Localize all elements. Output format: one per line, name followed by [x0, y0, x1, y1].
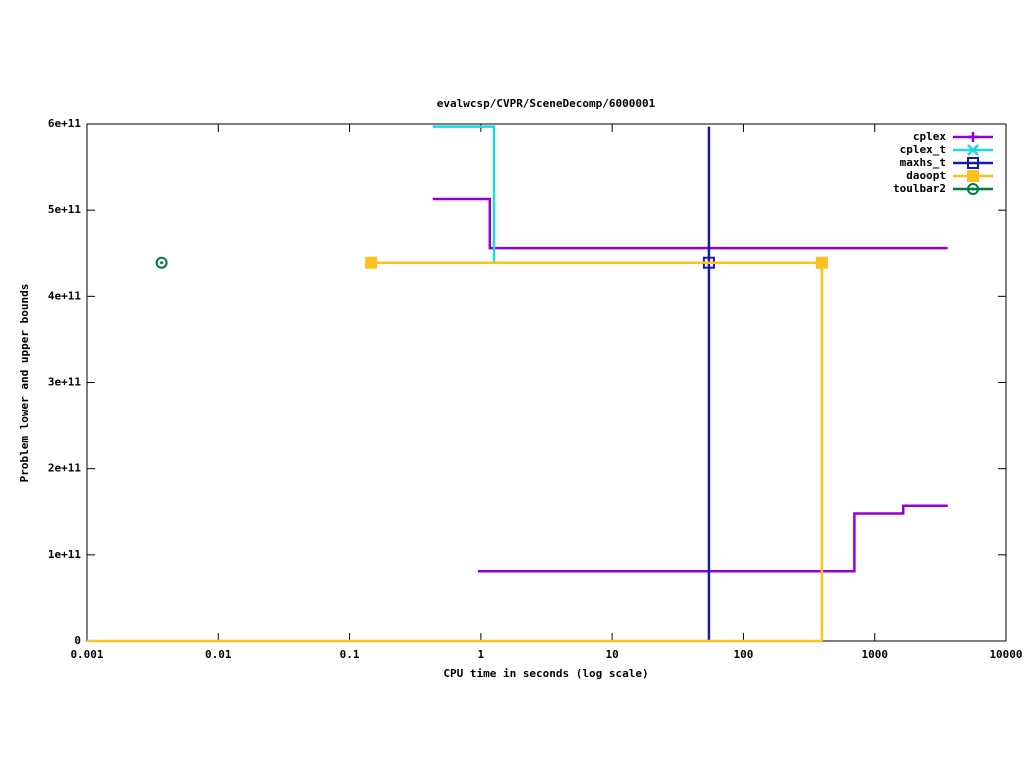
- x-tick-label: 10: [606, 648, 619, 661]
- marker-part: [967, 170, 979, 182]
- marker-part: [967, 157, 979, 169]
- marker-part: [815, 256, 828, 269]
- marker: [968, 132, 978, 142]
- legend-label: maxhs_t: [900, 156, 946, 169]
- marker-part: [365, 256, 378, 269]
- x-tick-label: 0.01: [205, 648, 232, 661]
- series-line: [432, 197, 948, 573]
- marker: [967, 183, 979, 195]
- marker-part: [967, 183, 979, 195]
- x-tick-label: 1: [478, 648, 485, 661]
- x-tick-label: 10000: [989, 648, 1022, 661]
- legend-label: toulbar2: [893, 182, 946, 195]
- y-tick-label: 6e+11: [48, 117, 81, 130]
- x-tick-label: 1000: [861, 648, 888, 661]
- y-tick-label: 2e+11: [48, 462, 81, 475]
- chart-title: evalwcsp/CVPR/SceneDecomp/6000001: [437, 97, 656, 110]
- marker-part: [155, 256, 168, 269]
- marker: [815, 256, 828, 269]
- series-line: [432, 125, 496, 263]
- marker-part: [967, 144, 979, 156]
- marker-part: [968, 132, 978, 142]
- marker: [967, 157, 979, 169]
- x-tick-label: 100: [733, 648, 753, 661]
- y-tick-label: 1e+11: [48, 548, 81, 561]
- y-tick-label: 5e+11: [48, 203, 81, 216]
- marker-part: [160, 261, 164, 265]
- x-tick-label: 0.001: [70, 648, 103, 661]
- marker: [155, 256, 168, 269]
- legend-label: daoopt: [906, 169, 946, 182]
- plot-frame: [86, 123, 1007, 642]
- marker: [365, 256, 378, 269]
- y-axis-label: Problem lower and upper bounds: [18, 284, 31, 483]
- series-line: [87, 261, 824, 643]
- legend-label: cplex_t: [900, 143, 946, 156]
- y-tick-label: 0: [74, 634, 81, 647]
- y-tick-label: 3e+11: [48, 376, 81, 389]
- marker-part: [971, 187, 975, 191]
- marker: [967, 144, 979, 156]
- x-axis-label: CPU time in seconds (log scale): [443, 667, 648, 680]
- x-tick-label: 0.1: [340, 648, 360, 661]
- marker: [967, 170, 979, 182]
- y-tick-label: 4e+11: [48, 289, 81, 302]
- legend-label: cplex: [913, 130, 946, 143]
